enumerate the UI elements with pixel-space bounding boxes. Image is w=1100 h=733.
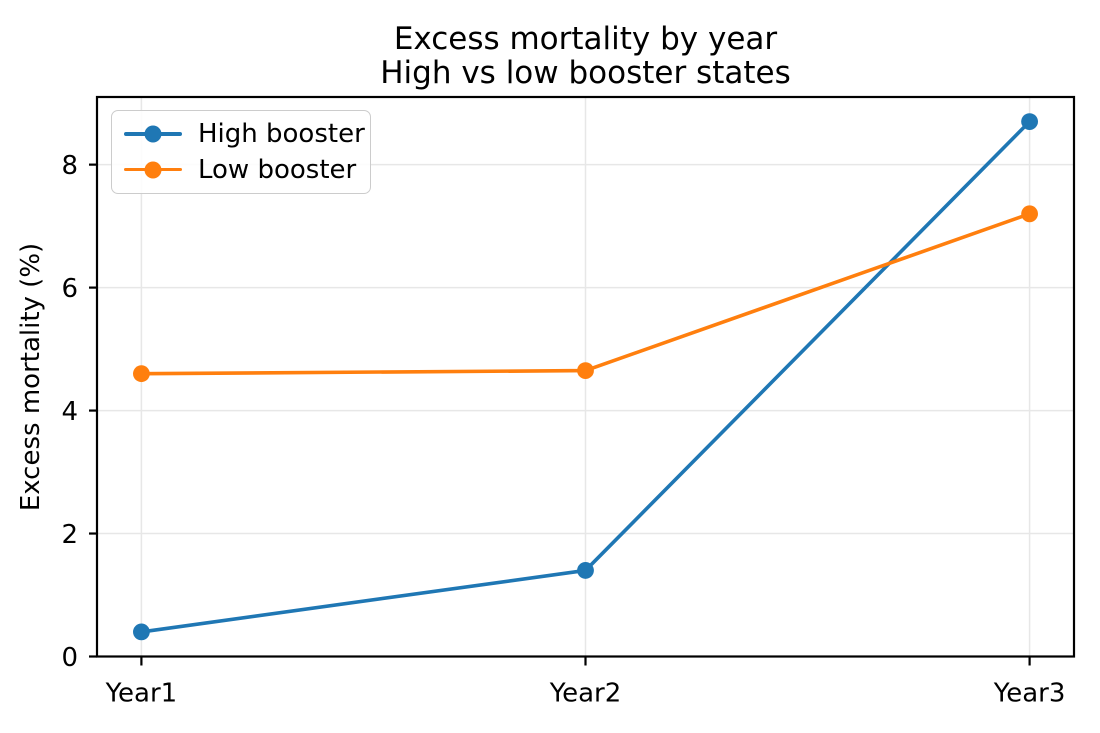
- legend: High booster Low booster: [111, 110, 371, 194]
- y-tick-label-2: 2: [61, 520, 78, 550]
- y-tick-label-6: 6: [61, 274, 78, 304]
- legend-label-high-booster: High booster: [198, 119, 365, 150]
- data-point-low-booster-year1: [133, 365, 150, 383]
- data-point-high-booster-year1: [133, 623, 150, 641]
- legend-dot-icon: [144, 161, 162, 179]
- x-tick-label-year1: Year1: [105, 679, 178, 709]
- y-tick-label-4: 4: [61, 397, 78, 427]
- data-point-low-booster-year3: [1021, 205, 1038, 223]
- legend-label-low-booster: Low booster: [198, 154, 357, 185]
- legend-item-low-booster: Low booster: [124, 155, 358, 185]
- chart-title: Excess mortality by year High vs low boo…: [97, 22, 1074, 90]
- x-tick-label-year3: Year3: [993, 679, 1066, 709]
- data-point-low-booster-year2: [577, 362, 594, 380]
- chart-title-line1: Excess mortality by year: [393, 21, 778, 57]
- legend-item-high-booster: High booster: [124, 119, 365, 149]
- legend-dot-icon: [144, 125, 162, 143]
- x-tick-label-year2: Year2: [549, 679, 622, 709]
- legend-marker-high-booster: [124, 124, 182, 144]
- y-tick-label-0: 0: [61, 643, 78, 673]
- legend-marker-low-booster: [124, 160, 182, 180]
- chart-title-line2: High vs low booster states: [380, 55, 791, 91]
- data-point-high-booster-year2: [577, 562, 594, 579]
- data-point-high-booster-year3: [1021, 113, 1038, 130]
- y-tick-label-8: 8: [61, 151, 78, 181]
